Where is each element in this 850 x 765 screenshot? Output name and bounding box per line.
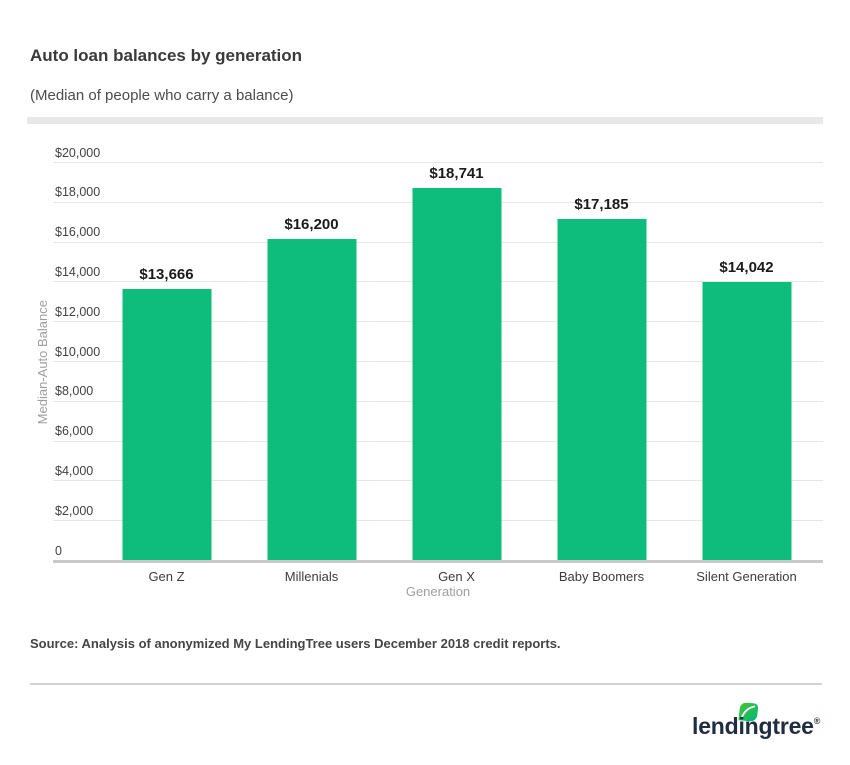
plot-area: 0 $2,000 $4,000 $6,000 $8,000 $10,000 $12,000 $… xyxy=(53,146,823,584)
footer-divider-line xyxy=(30,683,822,685)
y-tick-label: $10,000 xyxy=(55,344,101,359)
y-tick-label: $8,000 xyxy=(55,384,94,399)
registered-trademark-symbol: ® xyxy=(813,716,821,726)
category-label: Silent Generation xyxy=(696,569,797,584)
y-tick-label: $18,000 xyxy=(55,185,101,200)
category-label: Baby Boomers xyxy=(558,569,645,584)
bar xyxy=(267,238,356,561)
y-tick-label: $12,000 xyxy=(55,304,101,319)
category-label: Gen X xyxy=(438,569,475,584)
bar xyxy=(122,289,211,561)
bar-value-label: $13,666 xyxy=(139,266,194,284)
y-tick-label: $2,000 xyxy=(55,503,94,518)
bar xyxy=(412,188,501,561)
x-axis-title: Generation xyxy=(405,584,471,599)
header-divider-bar xyxy=(27,117,823,124)
bar-value-label: $14,042 xyxy=(719,258,774,276)
lendingtree-logo: lendingtree® xyxy=(692,702,826,746)
y-tick-label: 0 xyxy=(55,543,62,558)
source-attribution: Source: Analysis of anonymized My Lendin… xyxy=(30,636,561,651)
y-tick-label: $16,000 xyxy=(55,225,101,240)
y-axis-title: Median-Auto Balance xyxy=(34,299,50,425)
bar-group: $14,042 Silent Generation xyxy=(674,163,819,584)
category-label: Gen Z xyxy=(148,569,185,584)
bar-group: $13,666 Gen Z xyxy=(94,163,239,584)
bars: $13,666 Gen Z $16,200 Millenials $18,741 Gen … xyxy=(94,163,819,584)
y-tick-label: $14,000 xyxy=(55,264,101,279)
bar-value-label: $17,185 xyxy=(574,196,629,214)
y-tick-label: $4,000 xyxy=(55,463,94,478)
bar-group: $17,185 Baby Boomers xyxy=(529,163,674,584)
logo-wordmark: lendingtree® xyxy=(692,713,821,739)
bar-value-label: $18,741 xyxy=(429,165,484,183)
x-axis-line xyxy=(53,560,823,563)
bar-group: $16,200 Millenials xyxy=(239,163,384,584)
bar-group: $18,741 Gen X xyxy=(384,163,529,584)
bar xyxy=(557,219,646,561)
leaf-icon xyxy=(738,702,759,722)
category-label: Millenials xyxy=(284,569,339,584)
gridline xyxy=(53,162,823,163)
bar-value-label: $16,200 xyxy=(284,215,339,233)
chart-subtitle: (Median of people who carry a balance) xyxy=(30,87,294,104)
y-tick-label: $20,000 xyxy=(55,145,101,160)
bar xyxy=(702,281,791,561)
chart-title: Auto loan balances by generation xyxy=(30,46,303,65)
y-tick-label: $6,000 xyxy=(55,424,94,439)
